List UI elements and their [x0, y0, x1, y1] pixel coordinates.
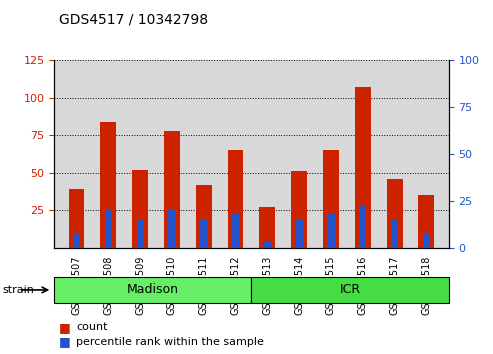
Bar [264, 242, 271, 248]
Bar [251, 277, 449, 303]
Bar [101, 122, 116, 248]
Bar [327, 214, 335, 248]
Bar [391, 219, 398, 248]
Text: ■: ■ [59, 335, 71, 348]
Bar [105, 210, 112, 248]
Bar [168, 210, 176, 248]
Bar [359, 205, 366, 248]
Bar [137, 219, 143, 248]
Bar [54, 277, 251, 303]
Text: ■: ■ [59, 321, 71, 334]
Bar [291, 171, 307, 248]
Bar [323, 150, 339, 248]
Bar [259, 207, 275, 248]
Bar [423, 233, 430, 248]
Bar [228, 150, 244, 248]
Bar [387, 179, 402, 248]
Bar [355, 87, 371, 248]
Text: Madison: Madison [127, 284, 179, 296]
Bar [200, 219, 207, 248]
Text: percentile rank within the sample: percentile rank within the sample [76, 337, 264, 347]
Bar [164, 131, 180, 248]
Text: ICR: ICR [340, 284, 360, 296]
Bar [419, 195, 434, 248]
Bar [296, 219, 303, 248]
Bar [73, 233, 80, 248]
Text: GDS4517 / 10342798: GDS4517 / 10342798 [59, 12, 208, 27]
Bar [232, 214, 239, 248]
Bar [196, 185, 211, 248]
Text: count: count [76, 322, 108, 332]
Bar [69, 189, 84, 248]
Text: strain: strain [2, 285, 35, 295]
Bar [132, 170, 148, 248]
